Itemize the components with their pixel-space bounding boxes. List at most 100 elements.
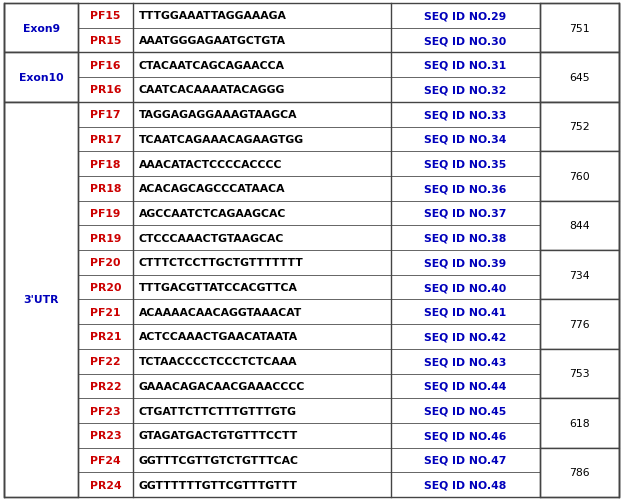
Text: CTGATTCTTCTTTGTTTGTG: CTGATTCTTCTTTGTTTGTG — [139, 406, 297, 416]
Bar — [540, 398, 619, 423]
Bar — [133, 176, 391, 201]
Bar — [4, 423, 78, 448]
Bar — [391, 374, 540, 398]
Bar — [133, 78, 391, 103]
Text: SEQ ID NO.32: SEQ ID NO.32 — [424, 85, 506, 95]
Bar — [4, 448, 78, 472]
Bar — [540, 53, 619, 103]
Text: AGCCAATCTCAGAAGCAC: AGCCAATCTCAGAAGCAC — [139, 208, 287, 218]
Bar — [133, 448, 391, 472]
Text: 776: 776 — [569, 320, 589, 330]
Bar — [78, 176, 133, 201]
Bar — [133, 127, 391, 152]
Text: PF18: PF18 — [90, 159, 121, 169]
Bar — [4, 325, 78, 349]
Text: TAGGAGAGGAAAGTAAGCA: TAGGAGAGGAAAGTAAGCA — [139, 110, 297, 120]
Bar — [540, 152, 619, 176]
Bar — [540, 4, 619, 29]
Text: PR21: PR21 — [90, 332, 121, 342]
Text: 786: 786 — [569, 467, 589, 477]
Bar — [133, 374, 391, 398]
Text: SEQ ID NO.42: SEQ ID NO.42 — [424, 332, 506, 342]
Bar — [540, 29, 619, 53]
Text: PF15: PF15 — [90, 12, 121, 22]
Text: PF19: PF19 — [90, 208, 121, 218]
Text: GTAGATGACTGTGTTTCCTT: GTAGATGACTGTGTTTCCTT — [139, 430, 298, 440]
Bar — [540, 4, 619, 53]
Text: CTTTCTCCTTGCTGTTTTTTT: CTTTCTCCTTGCTGTTTTTTT — [139, 258, 303, 268]
Text: 844: 844 — [569, 221, 589, 231]
Bar — [391, 349, 540, 374]
Bar — [391, 325, 540, 349]
Text: 751: 751 — [569, 24, 589, 34]
Text: TTTGACGTTATCCACGTTCA: TTTGACGTTATCCACGTTCA — [139, 283, 298, 293]
Bar — [4, 300, 78, 325]
Text: 752: 752 — [569, 122, 589, 132]
Text: SEQ ID NO.48: SEQ ID NO.48 — [424, 479, 506, 489]
Bar — [133, 300, 391, 325]
Bar — [540, 201, 619, 226]
Bar — [78, 300, 133, 325]
Bar — [4, 201, 78, 226]
Text: AAACATACTCCCCACCCC: AAACATACTCCCCACCCC — [139, 159, 282, 169]
Bar — [540, 152, 619, 201]
Bar — [133, 226, 391, 250]
Text: SEQ ID NO.45: SEQ ID NO.45 — [424, 406, 506, 416]
Bar — [4, 4, 78, 29]
Text: 760: 760 — [569, 171, 590, 181]
Bar — [540, 250, 619, 275]
Text: PR19: PR19 — [90, 233, 121, 243]
Bar — [133, 398, 391, 423]
Text: TCTAACCCCTCCCTCTCAAA: TCTAACCCCTCCCTCTCAAA — [139, 356, 297, 366]
Bar — [391, 398, 540, 423]
Bar — [78, 325, 133, 349]
Text: PR17: PR17 — [90, 135, 121, 145]
Bar — [4, 78, 78, 103]
Text: PR18: PR18 — [90, 184, 121, 194]
Bar — [133, 103, 391, 127]
Bar — [78, 423, 133, 448]
Bar — [391, 423, 540, 448]
Bar — [391, 176, 540, 201]
Text: PR15: PR15 — [90, 36, 121, 46]
Bar — [391, 4, 540, 29]
Text: SEQ ID NO.29: SEQ ID NO.29 — [424, 12, 506, 22]
Text: PR23: PR23 — [90, 430, 121, 440]
Bar — [540, 103, 619, 152]
Bar — [133, 423, 391, 448]
Bar — [540, 448, 619, 497]
Bar — [391, 275, 540, 300]
Bar — [4, 398, 78, 423]
Text: PR22: PR22 — [90, 381, 121, 391]
Text: SEQ ID NO.44: SEQ ID NO.44 — [424, 381, 506, 391]
Bar — [540, 226, 619, 250]
Bar — [540, 300, 619, 325]
Bar — [540, 250, 619, 300]
Bar — [133, 275, 391, 300]
Bar — [133, 250, 391, 275]
Text: SEQ ID NO.43: SEQ ID NO.43 — [424, 356, 506, 366]
Bar — [78, 29, 133, 53]
Bar — [78, 349, 133, 374]
Bar — [540, 349, 619, 374]
Text: Exon10: Exon10 — [19, 73, 64, 83]
Bar — [391, 103, 540, 127]
Bar — [4, 53, 78, 78]
Bar — [4, 152, 78, 176]
Bar — [78, 127, 133, 152]
Bar — [78, 398, 133, 423]
Bar — [540, 300, 619, 349]
Bar — [133, 201, 391, 226]
Bar — [78, 103, 133, 127]
Bar — [391, 201, 540, 226]
Bar — [4, 472, 78, 497]
Bar — [4, 275, 78, 300]
Text: SEQ ID NO.34: SEQ ID NO.34 — [424, 135, 506, 145]
Text: SEQ ID NO.35: SEQ ID NO.35 — [424, 159, 506, 169]
Bar — [391, 472, 540, 497]
Text: TTTGGAAATTAGGAAAGA: TTTGGAAATTAGGAAAGA — [139, 12, 287, 22]
Text: SEQ ID NO.47: SEQ ID NO.47 — [424, 455, 506, 465]
Text: AAATGGGAGAATGCTGTA: AAATGGGAGAATGCTGTA — [139, 36, 286, 46]
Bar — [78, 275, 133, 300]
Bar — [540, 374, 619, 398]
